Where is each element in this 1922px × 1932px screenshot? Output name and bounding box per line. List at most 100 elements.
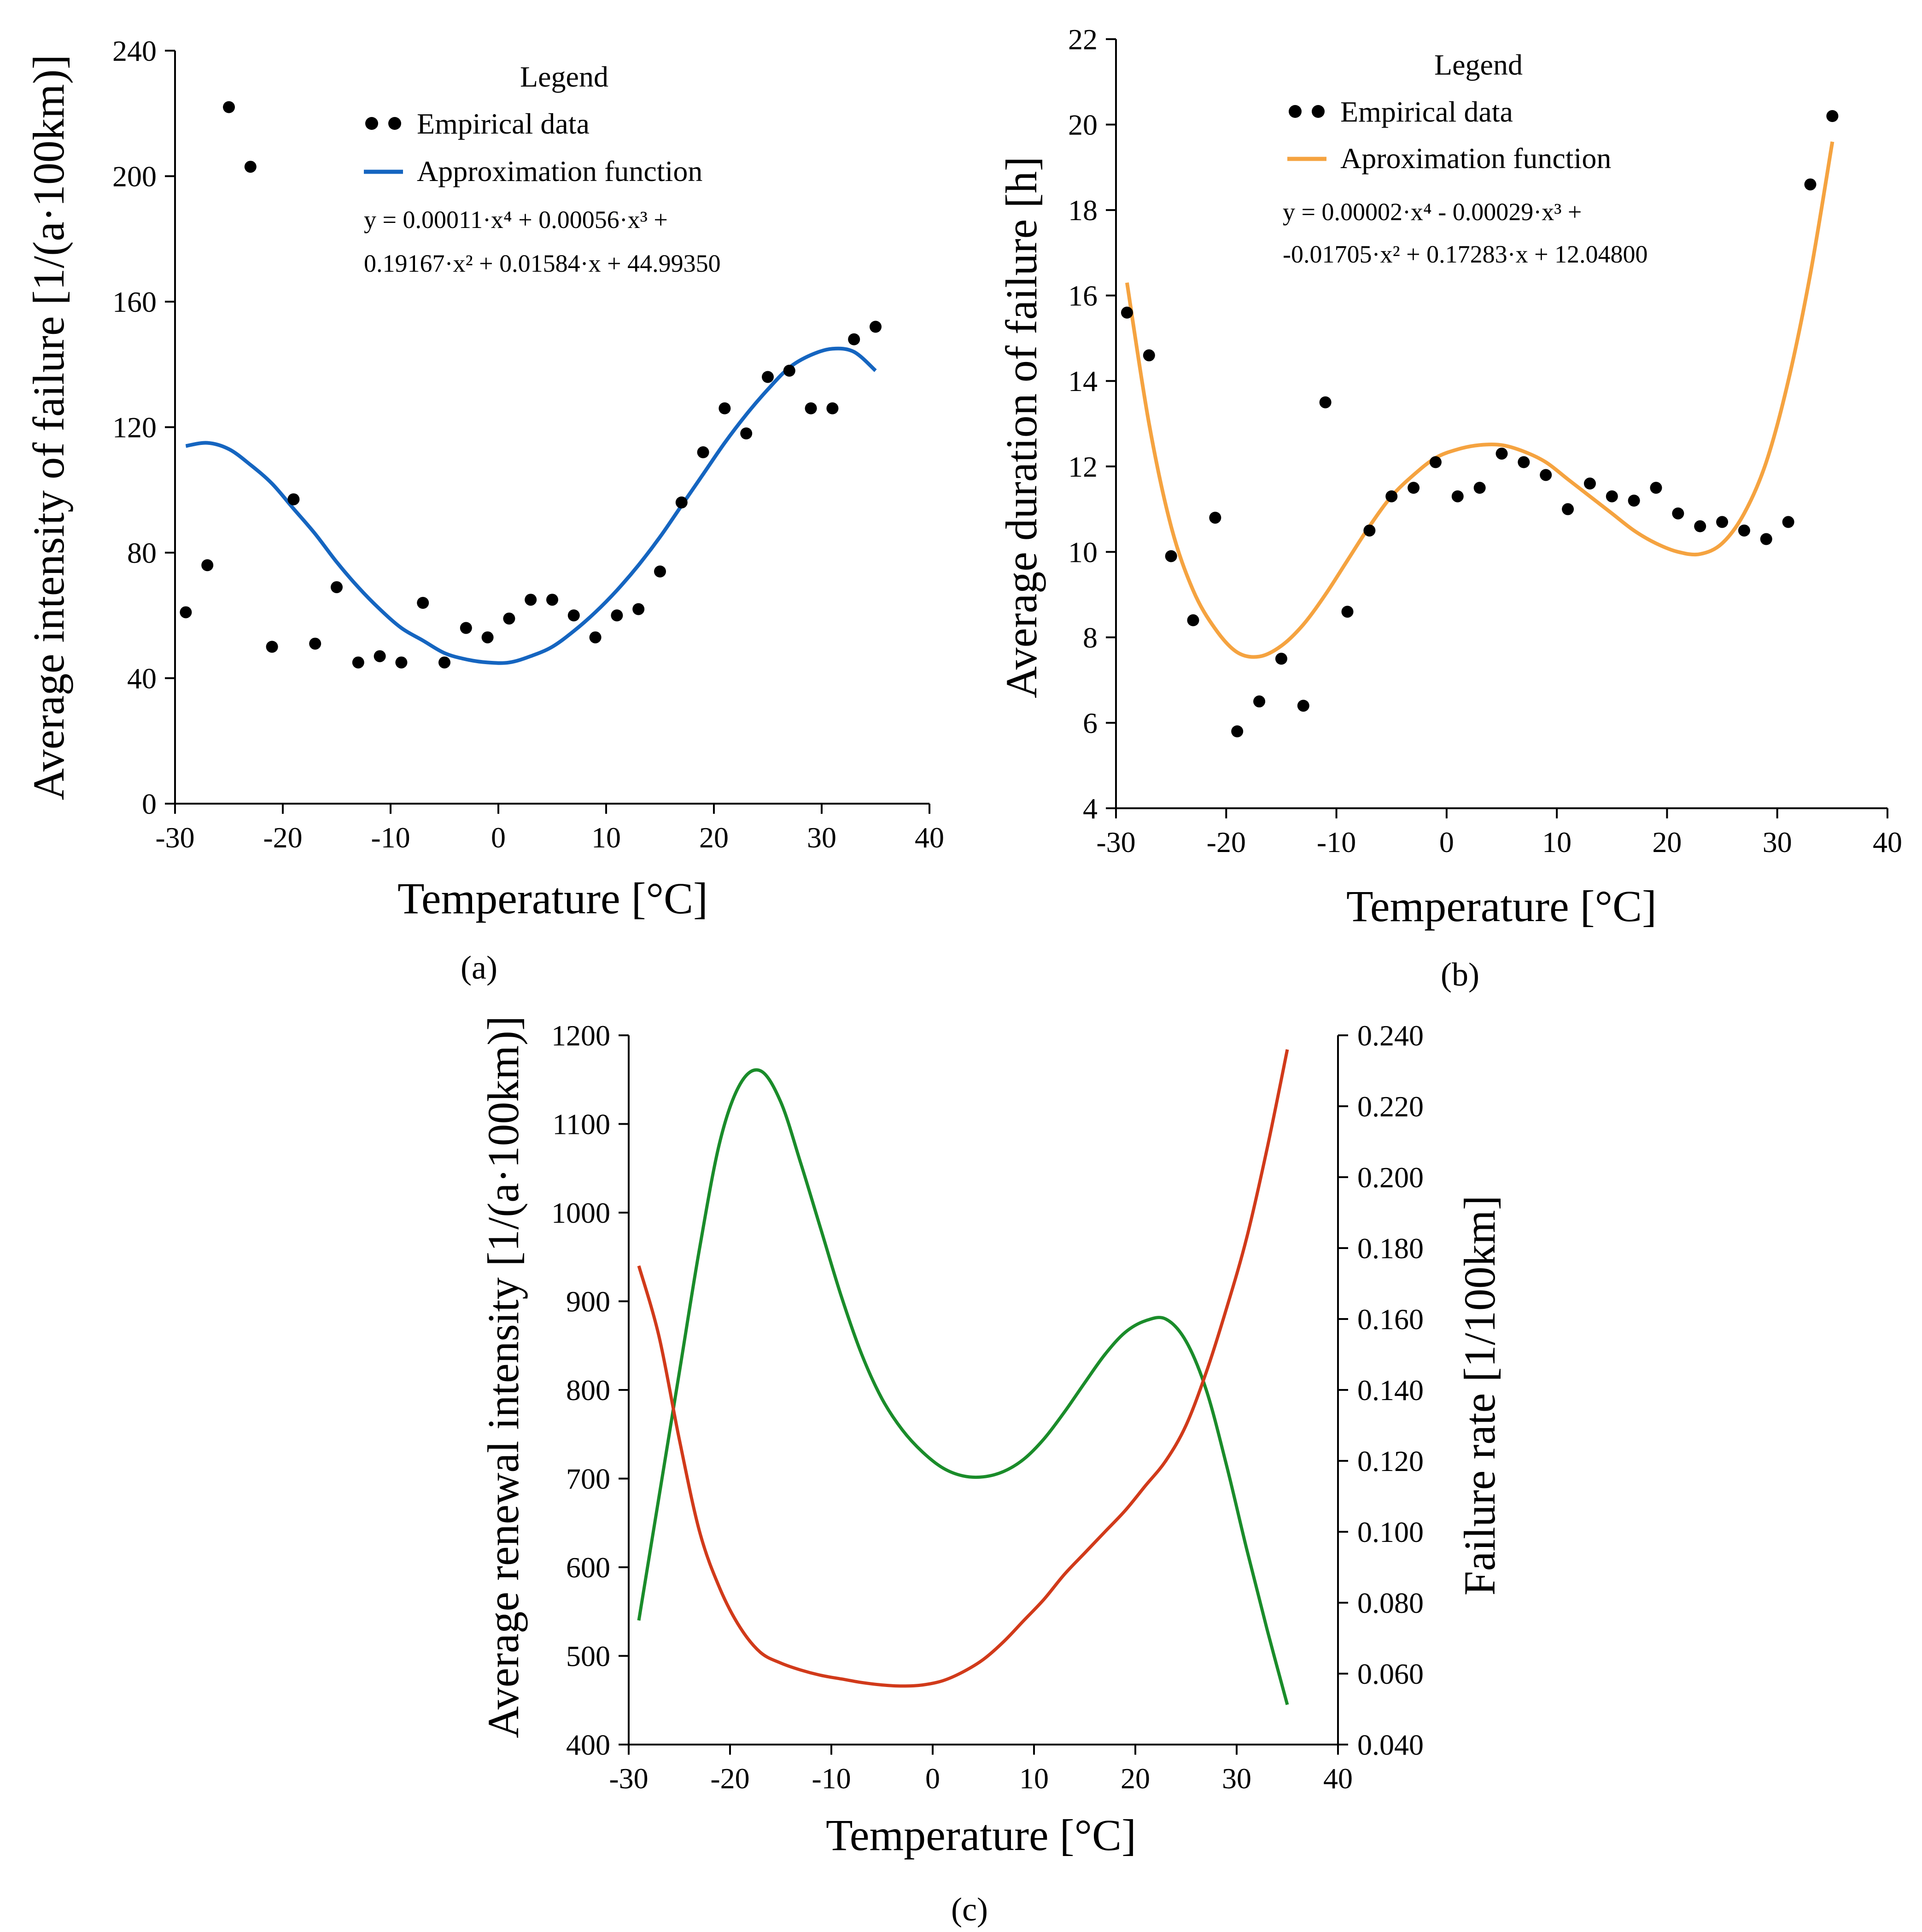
a-legend-fit-label: Approximation function (417, 155, 702, 187)
a-data-point (331, 581, 343, 593)
a-data-point (309, 637, 321, 650)
a-data-point (805, 402, 817, 414)
a-data-point (675, 496, 688, 508)
a-xtick-label: 20 (699, 821, 729, 854)
b-data-point (1187, 614, 1199, 626)
b-legend-dot-2 (1312, 105, 1325, 118)
b-ytick-label: 22 (1068, 23, 1098, 56)
c-right-ytick-label: 0.160 (1357, 1303, 1424, 1336)
c-left-ytick-label: 800 (566, 1374, 610, 1407)
c-right-ytick-label: 0.100 (1357, 1516, 1424, 1548)
b-data-point (1804, 178, 1817, 191)
b-data-point (1209, 512, 1221, 524)
c-panel-label: (c) (951, 1891, 988, 1928)
c-right-ytick-label: 0.040 (1357, 1728, 1424, 1761)
b-legend: Legend Empirical data Aproximation funct… (1283, 48, 1648, 268)
b-panel-label: (b) (1441, 956, 1479, 993)
a-data-point (783, 364, 795, 377)
a-ytick-label: 40 (127, 662, 157, 695)
b-data-point (1473, 482, 1486, 494)
b-ytick-label: 8 (1083, 621, 1098, 654)
a-data-point (180, 606, 192, 619)
b-ytick-label: 12 (1068, 450, 1098, 483)
b-data-point (1760, 533, 1772, 545)
b-data-point (1363, 524, 1376, 537)
c-xtick-label: 0 (925, 1762, 940, 1795)
a-legend-title: Legend (520, 60, 608, 93)
c-left-ytick-label: 900 (566, 1285, 610, 1318)
a-data-point (740, 427, 753, 440)
a-data-point (589, 631, 602, 643)
c-xtick-label: 40 (1323, 1762, 1353, 1795)
a-data-point (870, 321, 882, 333)
b-xtick-label: -10 (1317, 826, 1356, 858)
c-right-ytick-label: 0.060 (1357, 1658, 1424, 1690)
a-data-point (567, 609, 580, 622)
c-xtick-label: 20 (1121, 1762, 1150, 1795)
a-data-point (201, 559, 214, 572)
b-equation-line-2: -0.01705·x² + 0.17283·x + 12.04800 (1283, 240, 1648, 268)
c-right-ytick-label: 0.220 (1357, 1090, 1424, 1123)
b-empirical-points (1121, 110, 1839, 737)
a-fit-series (185, 346, 877, 665)
c-renewal-intensity-line (637, 1068, 1289, 1705)
b-data-point (1385, 490, 1398, 502)
b-data-point (1694, 520, 1706, 532)
a-data-point (374, 650, 386, 662)
b-data-point (1606, 490, 1618, 502)
a-ytick-label: 200 (112, 160, 157, 193)
b-data-point (1496, 447, 1508, 460)
a-x-ticks: -30 -20 -10 0 10 20 30 40 (155, 804, 944, 854)
a-data-point (503, 613, 515, 625)
a-xtick-label: 10 (591, 821, 621, 854)
c-y-axis-title-left: Average renewal intensity [1/(a·100km)] (479, 1016, 528, 1738)
b-data-point (1826, 110, 1839, 122)
c-left-ytick-label: 1200 (551, 1019, 610, 1052)
a-data-point (719, 402, 731, 414)
b-ytick-label: 6 (1083, 706, 1098, 739)
c-right-ytick-label: 0.240 (1357, 1019, 1424, 1052)
c-xtick-label: -10 (812, 1762, 851, 1795)
b-data-point (1518, 456, 1530, 468)
a-data-point (223, 101, 235, 113)
a-xtick-label: 0 (491, 821, 506, 854)
a-data-point (417, 597, 429, 609)
c-failure-rate-line (637, 1049, 1289, 1688)
b-data-point (1451, 490, 1464, 502)
b-data-point (1319, 396, 1332, 409)
b-ytick-label: 10 (1068, 536, 1098, 568)
c-left-ytick-label: 500 (566, 1640, 610, 1673)
a-ytick-label: 240 (112, 35, 157, 67)
b-data-point (1297, 700, 1309, 712)
b-data-point (1782, 516, 1794, 528)
c-xtick-label: -20 (710, 1762, 749, 1795)
a-legend: Legend Empirical data Approximation func… (364, 60, 721, 277)
b-legend-empirical-label: Empirical data (1340, 95, 1513, 128)
a-ytick-label: 80 (127, 537, 157, 569)
c-xtick-label: 10 (1019, 1762, 1049, 1795)
b-xtick-label: -20 (1207, 826, 1246, 858)
b-fit-series (1125, 141, 1834, 659)
b-data-point (1738, 524, 1750, 537)
b-data-point (1121, 306, 1133, 319)
a-data-point (438, 656, 450, 669)
a-xtick-label: -20 (263, 821, 302, 854)
c-left-ytick-label: 1100 (552, 1108, 610, 1141)
b-xtick-label: 0 (1439, 826, 1454, 858)
c-right-ytick-label: 0.080 (1357, 1587, 1424, 1619)
a-xtick-label: 40 (915, 821, 944, 854)
a-fit-line (185, 346, 877, 665)
a-panel-label: (a) (461, 949, 497, 986)
a-data-point (848, 333, 860, 345)
a-data-point (525, 594, 537, 606)
b-ytick-label: 20 (1068, 109, 1098, 141)
b-xtick-label: 30 (1763, 826, 1792, 858)
a-data-point (611, 609, 623, 622)
a-x-axis-title: Temperature [°C] (397, 874, 708, 923)
a-data-point (244, 161, 257, 173)
b-data-point (1275, 653, 1287, 665)
b-xtick-label: 40 (1873, 826, 1902, 858)
c-right-ytick-label: 0.140 (1357, 1374, 1424, 1407)
c-x-axis-title: Temperature [°C] (826, 1810, 1136, 1860)
